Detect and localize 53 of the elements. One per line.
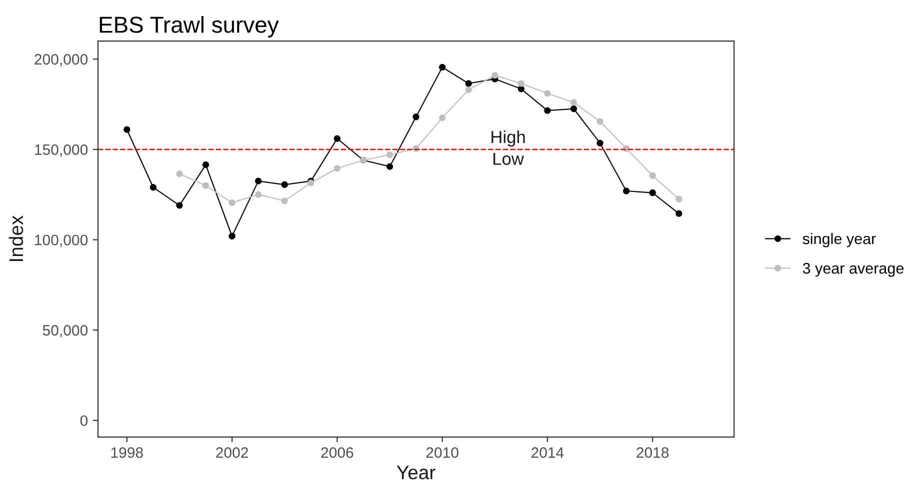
point <box>676 210 682 217</box>
x-tick-label: 2018 <box>636 447 669 458</box>
point <box>465 80 472 87</box>
point <box>544 107 551 114</box>
point <box>518 80 524 87</box>
chart-title: EBS Trawl survey <box>100 16 279 38</box>
point <box>649 189 656 196</box>
point <box>202 161 210 168</box>
point <box>202 182 210 189</box>
point <box>544 90 551 97</box>
point <box>254 178 262 184</box>
point <box>412 114 420 120</box>
y-tick-label: 50,000 <box>42 325 88 338</box>
point <box>228 199 236 206</box>
x-axis-title: Year <box>396 466 436 480</box>
y-tick-label: 200,000 <box>34 54 88 66</box>
legend-label: single year <box>802 232 876 248</box>
point <box>570 105 578 112</box>
point <box>386 151 394 158</box>
legend-label: 3 year average <box>802 262 904 277</box>
point <box>465 86 472 94</box>
point <box>228 232 236 240</box>
point <box>386 163 394 170</box>
y-tick-label: 150,000 <box>35 144 88 157</box>
x-tick-label: 2010 <box>426 447 458 458</box>
point <box>596 118 604 125</box>
annotation: Low <box>494 152 524 165</box>
point <box>176 170 183 178</box>
x-tick-label: 2014 <box>532 447 564 458</box>
point <box>254 191 262 198</box>
point <box>676 196 682 202</box>
y-tick-label: 0 <box>80 415 88 426</box>
x-tick-label: 2006 <box>321 447 354 458</box>
point <box>281 198 288 204</box>
point <box>176 202 183 209</box>
point <box>281 181 288 188</box>
point <box>438 114 446 122</box>
point <box>596 140 604 146</box>
annotation: High <box>492 130 525 147</box>
point <box>150 184 157 191</box>
point <box>334 135 341 142</box>
point <box>438 64 446 71</box>
point <box>649 172 656 179</box>
point <box>124 126 130 133</box>
point <box>622 188 630 194</box>
x-tick-label: 1998 <box>111 447 143 458</box>
point <box>334 165 341 172</box>
x-tick-label: 2002 <box>216 447 248 458</box>
point <box>518 86 524 92</box>
y-axis-title: Index <box>8 215 24 261</box>
y-tick-label: 100,000 <box>35 234 88 248</box>
point <box>570 99 578 106</box>
point <box>492 72 498 79</box>
